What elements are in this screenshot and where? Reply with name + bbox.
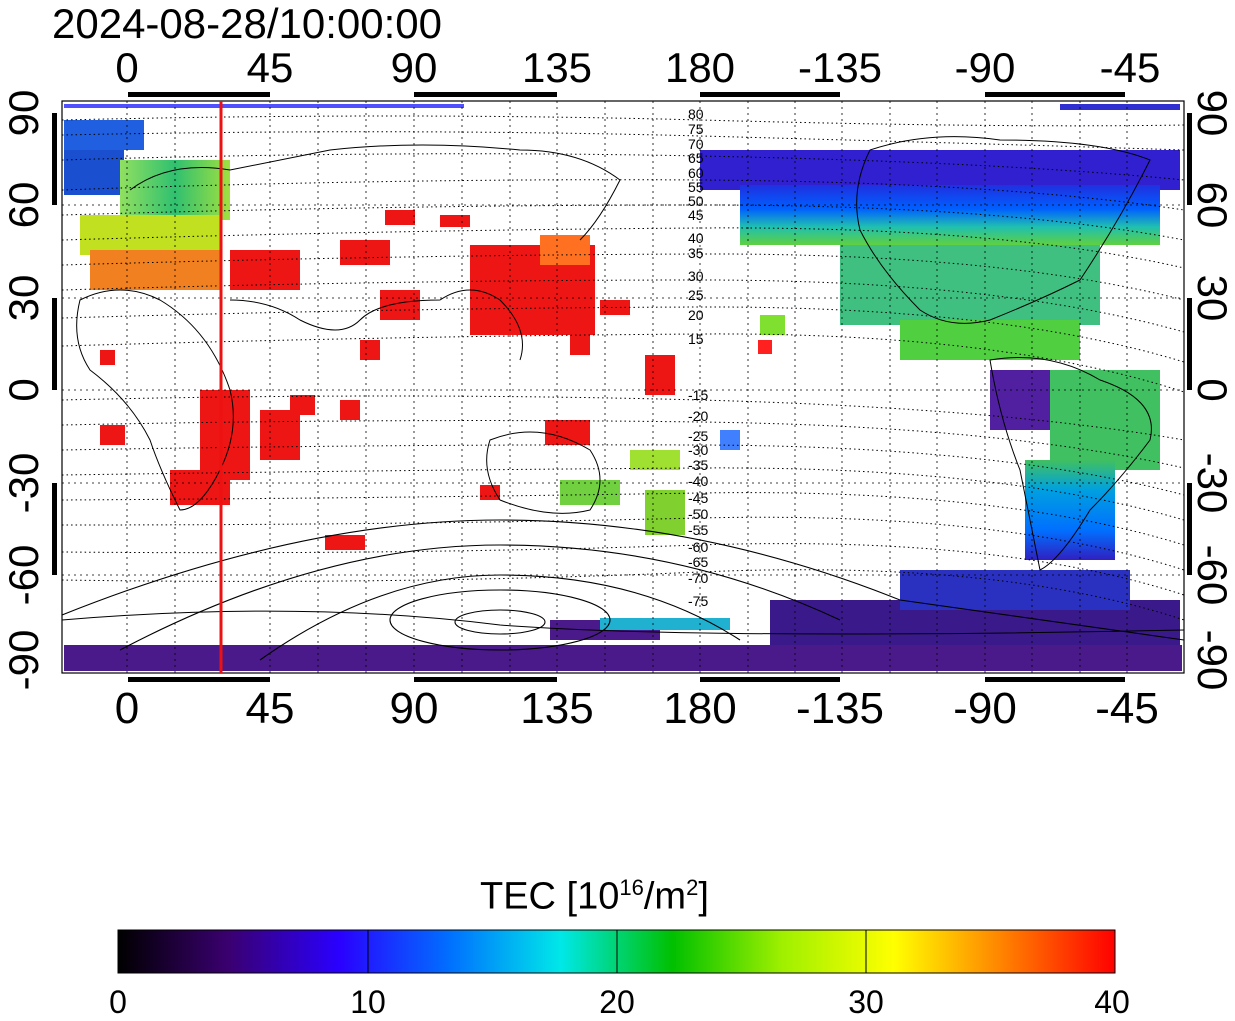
contour-label: -50 xyxy=(688,506,708,522)
contour-label: -15 xyxy=(688,387,708,403)
contour-label: 15 xyxy=(688,331,704,347)
colorbar-tick-40: 40 xyxy=(1094,984,1130,1020)
colorbar-tick-20: 20 xyxy=(599,984,635,1020)
contour-label: -75 xyxy=(688,593,708,609)
contour-label: 50 xyxy=(688,193,704,209)
colorbar-ticks xyxy=(367,930,867,973)
south-pole-contours xyxy=(61,519,1185,661)
top-lon-tick-m135: -135 xyxy=(797,44,883,91)
top-lon-tick-m45: -45 xyxy=(1099,44,1161,91)
contour-label: -55 xyxy=(688,522,708,538)
top-lon-tick-0: 0 xyxy=(115,44,139,91)
contour-label: -30 xyxy=(688,442,708,458)
contour-label: 40 xyxy=(688,230,704,246)
contour-label: -45 xyxy=(688,490,708,506)
graticule xyxy=(62,101,1184,673)
bottom-lon-tick-m135: -135 xyxy=(795,684,885,733)
bottom-lon-tick-m45: -45 xyxy=(1095,684,1159,733)
magnetic-contours xyxy=(61,115,1185,621)
contour-label: 60 xyxy=(688,165,704,181)
colorbar-tick-10: 10 xyxy=(350,984,386,1020)
top-lon-tick-90: 90 xyxy=(390,44,438,91)
frame-tick-bars xyxy=(52,92,1192,682)
contour-label: 55 xyxy=(688,179,704,195)
colorbar-tick-30: 30 xyxy=(848,984,884,1020)
contour-label: 45 xyxy=(688,207,704,223)
bottom-lon-tick-m90: -90 xyxy=(953,684,1017,733)
contour-label: -65 xyxy=(688,554,708,570)
contour-label: -25 xyxy=(688,428,708,444)
contour-label: 25 xyxy=(688,287,704,303)
colorbar-title: TEC [1016/m2] xyxy=(480,875,709,918)
tec-patches xyxy=(64,104,1182,671)
contour-label: 75 xyxy=(688,121,704,137)
bottom-lon-tick-90: 90 xyxy=(389,684,439,733)
contour-label: -60 xyxy=(688,539,708,555)
contour-label: -20 xyxy=(688,408,708,424)
colorbar-tick-0: 0 xyxy=(109,984,127,1020)
contour-label: -70 xyxy=(688,570,708,586)
map-timestamp: 2024-08-28/10:00:00 xyxy=(52,0,442,47)
bottom-lon-tick-0: 0 xyxy=(114,684,140,733)
contour-label: 20 xyxy=(688,307,704,323)
contour-label: 35 xyxy=(688,245,704,261)
contour-label: -40 xyxy=(688,473,708,489)
contour-label: 65 xyxy=(688,150,704,166)
bottom-lon-tick-45: 45 xyxy=(245,684,295,733)
contour-label: -35 xyxy=(688,457,708,473)
top-lon-tick-180: 180 xyxy=(664,44,736,91)
top-lon-tick-135: 135 xyxy=(521,44,593,91)
bottom-lon-tick-180: 180 xyxy=(663,684,737,733)
contour-label: 70 xyxy=(688,136,704,152)
bottom-lon-tick-135: 135 xyxy=(520,684,594,733)
coastlines xyxy=(61,136,1185,635)
top-lon-tick-m90: -90 xyxy=(954,44,1016,91)
contour-label: 30 xyxy=(688,268,704,284)
top-lon-tick-45: 45 xyxy=(246,44,294,91)
contour-label: 80 xyxy=(688,106,704,122)
